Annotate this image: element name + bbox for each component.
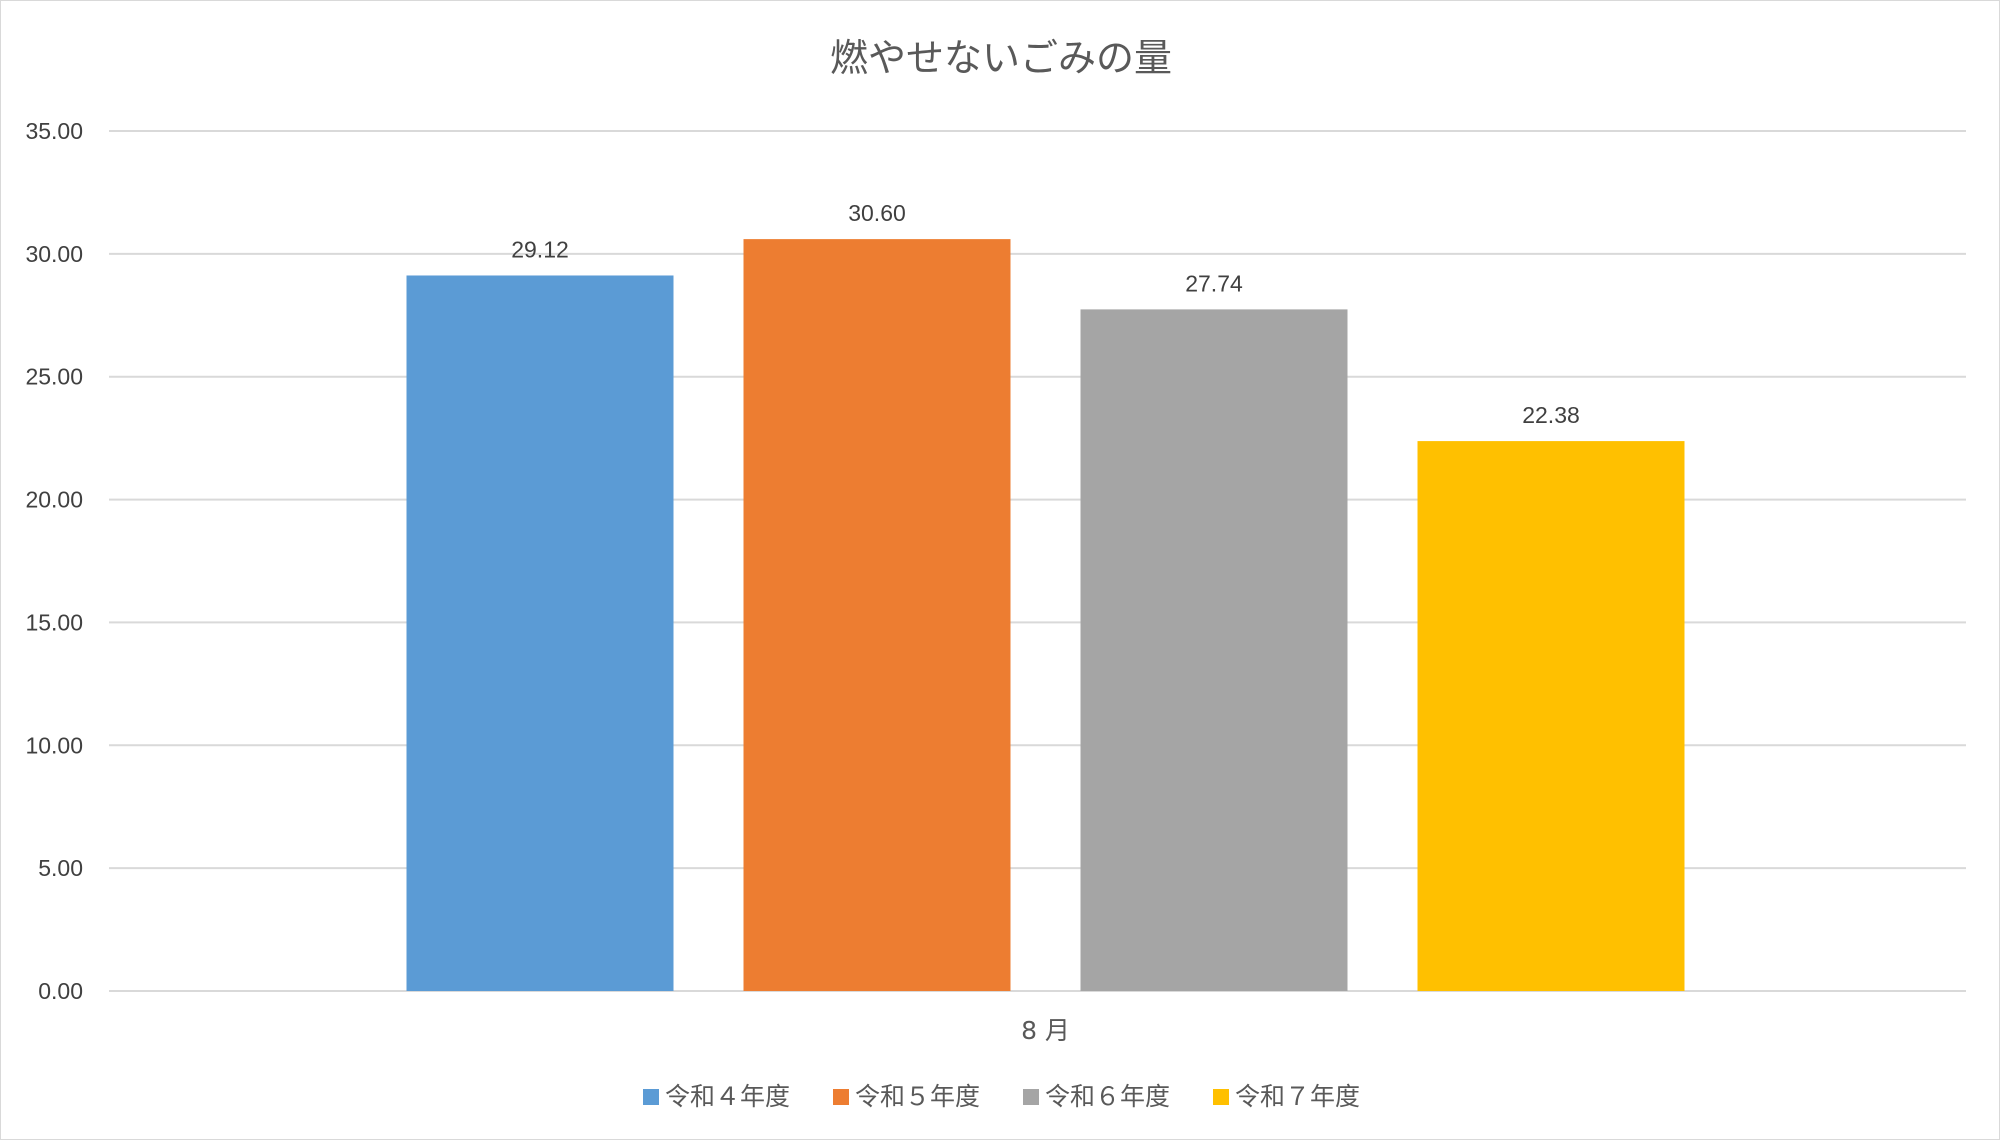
bar bbox=[1417, 441, 1685, 991]
bar bbox=[406, 275, 674, 992]
legend-swatch bbox=[1213, 1089, 1229, 1105]
legend-item: 令和５年度 bbox=[833, 1082, 980, 1111]
y-tick-label: 30.00 bbox=[25, 241, 83, 267]
y-axis-ticks: 0.00 5.00 10.00 15.00 20.00 25.00 30.00 35.00 bbox=[25, 118, 83, 1004]
legend-item: 令和６年度 bbox=[1023, 1082, 1170, 1111]
y-tick-label: 0.00 bbox=[38, 978, 83, 1004]
legend-swatch bbox=[833, 1089, 849, 1105]
legend-label: 令和５年度 bbox=[855, 1082, 980, 1111]
gridlines bbox=[109, 130, 1966, 992]
bars bbox=[406, 239, 1685, 992]
data-label: 27.74 bbox=[1185, 270, 1243, 296]
y-tick-label: 35.00 bbox=[25, 118, 83, 144]
legend-swatch bbox=[1023, 1089, 1039, 1105]
y-tick-label: 15.00 bbox=[25, 609, 83, 635]
y-tick-label: 25.00 bbox=[25, 364, 83, 390]
x-category-label: 8 月 bbox=[1021, 1016, 1070, 1045]
data-label: 29.12 bbox=[511, 236, 569, 262]
bar bbox=[743, 239, 1011, 992]
y-tick-label: 10.00 bbox=[25, 732, 83, 758]
legend: 令和４年度 令和５年度 令和６年度 令和７年度 bbox=[643, 1082, 1360, 1111]
legend-label: 令和７年度 bbox=[1235, 1082, 1360, 1111]
y-tick-label: 5.00 bbox=[38, 855, 83, 881]
data-labels: 29.12 30.60 27.74 22.38 bbox=[511, 200, 1580, 428]
legend-label: 令和４年度 bbox=[665, 1082, 790, 1111]
bar bbox=[1080, 309, 1348, 992]
legend-swatch bbox=[643, 1089, 659, 1105]
legend-item: 令和７年度 bbox=[1213, 1082, 1360, 1111]
data-label: 22.38 bbox=[1522, 402, 1580, 428]
chart-title: 燃やせないごみの量 bbox=[830, 36, 1172, 80]
y-tick-label: 20.00 bbox=[25, 487, 83, 513]
data-label: 30.60 bbox=[848, 200, 906, 226]
legend-item: 令和４年度 bbox=[643, 1082, 790, 1111]
x-axis-categories: 8 月 bbox=[1021, 1016, 1070, 1045]
legend-label: 令和６年度 bbox=[1045, 1082, 1170, 1111]
